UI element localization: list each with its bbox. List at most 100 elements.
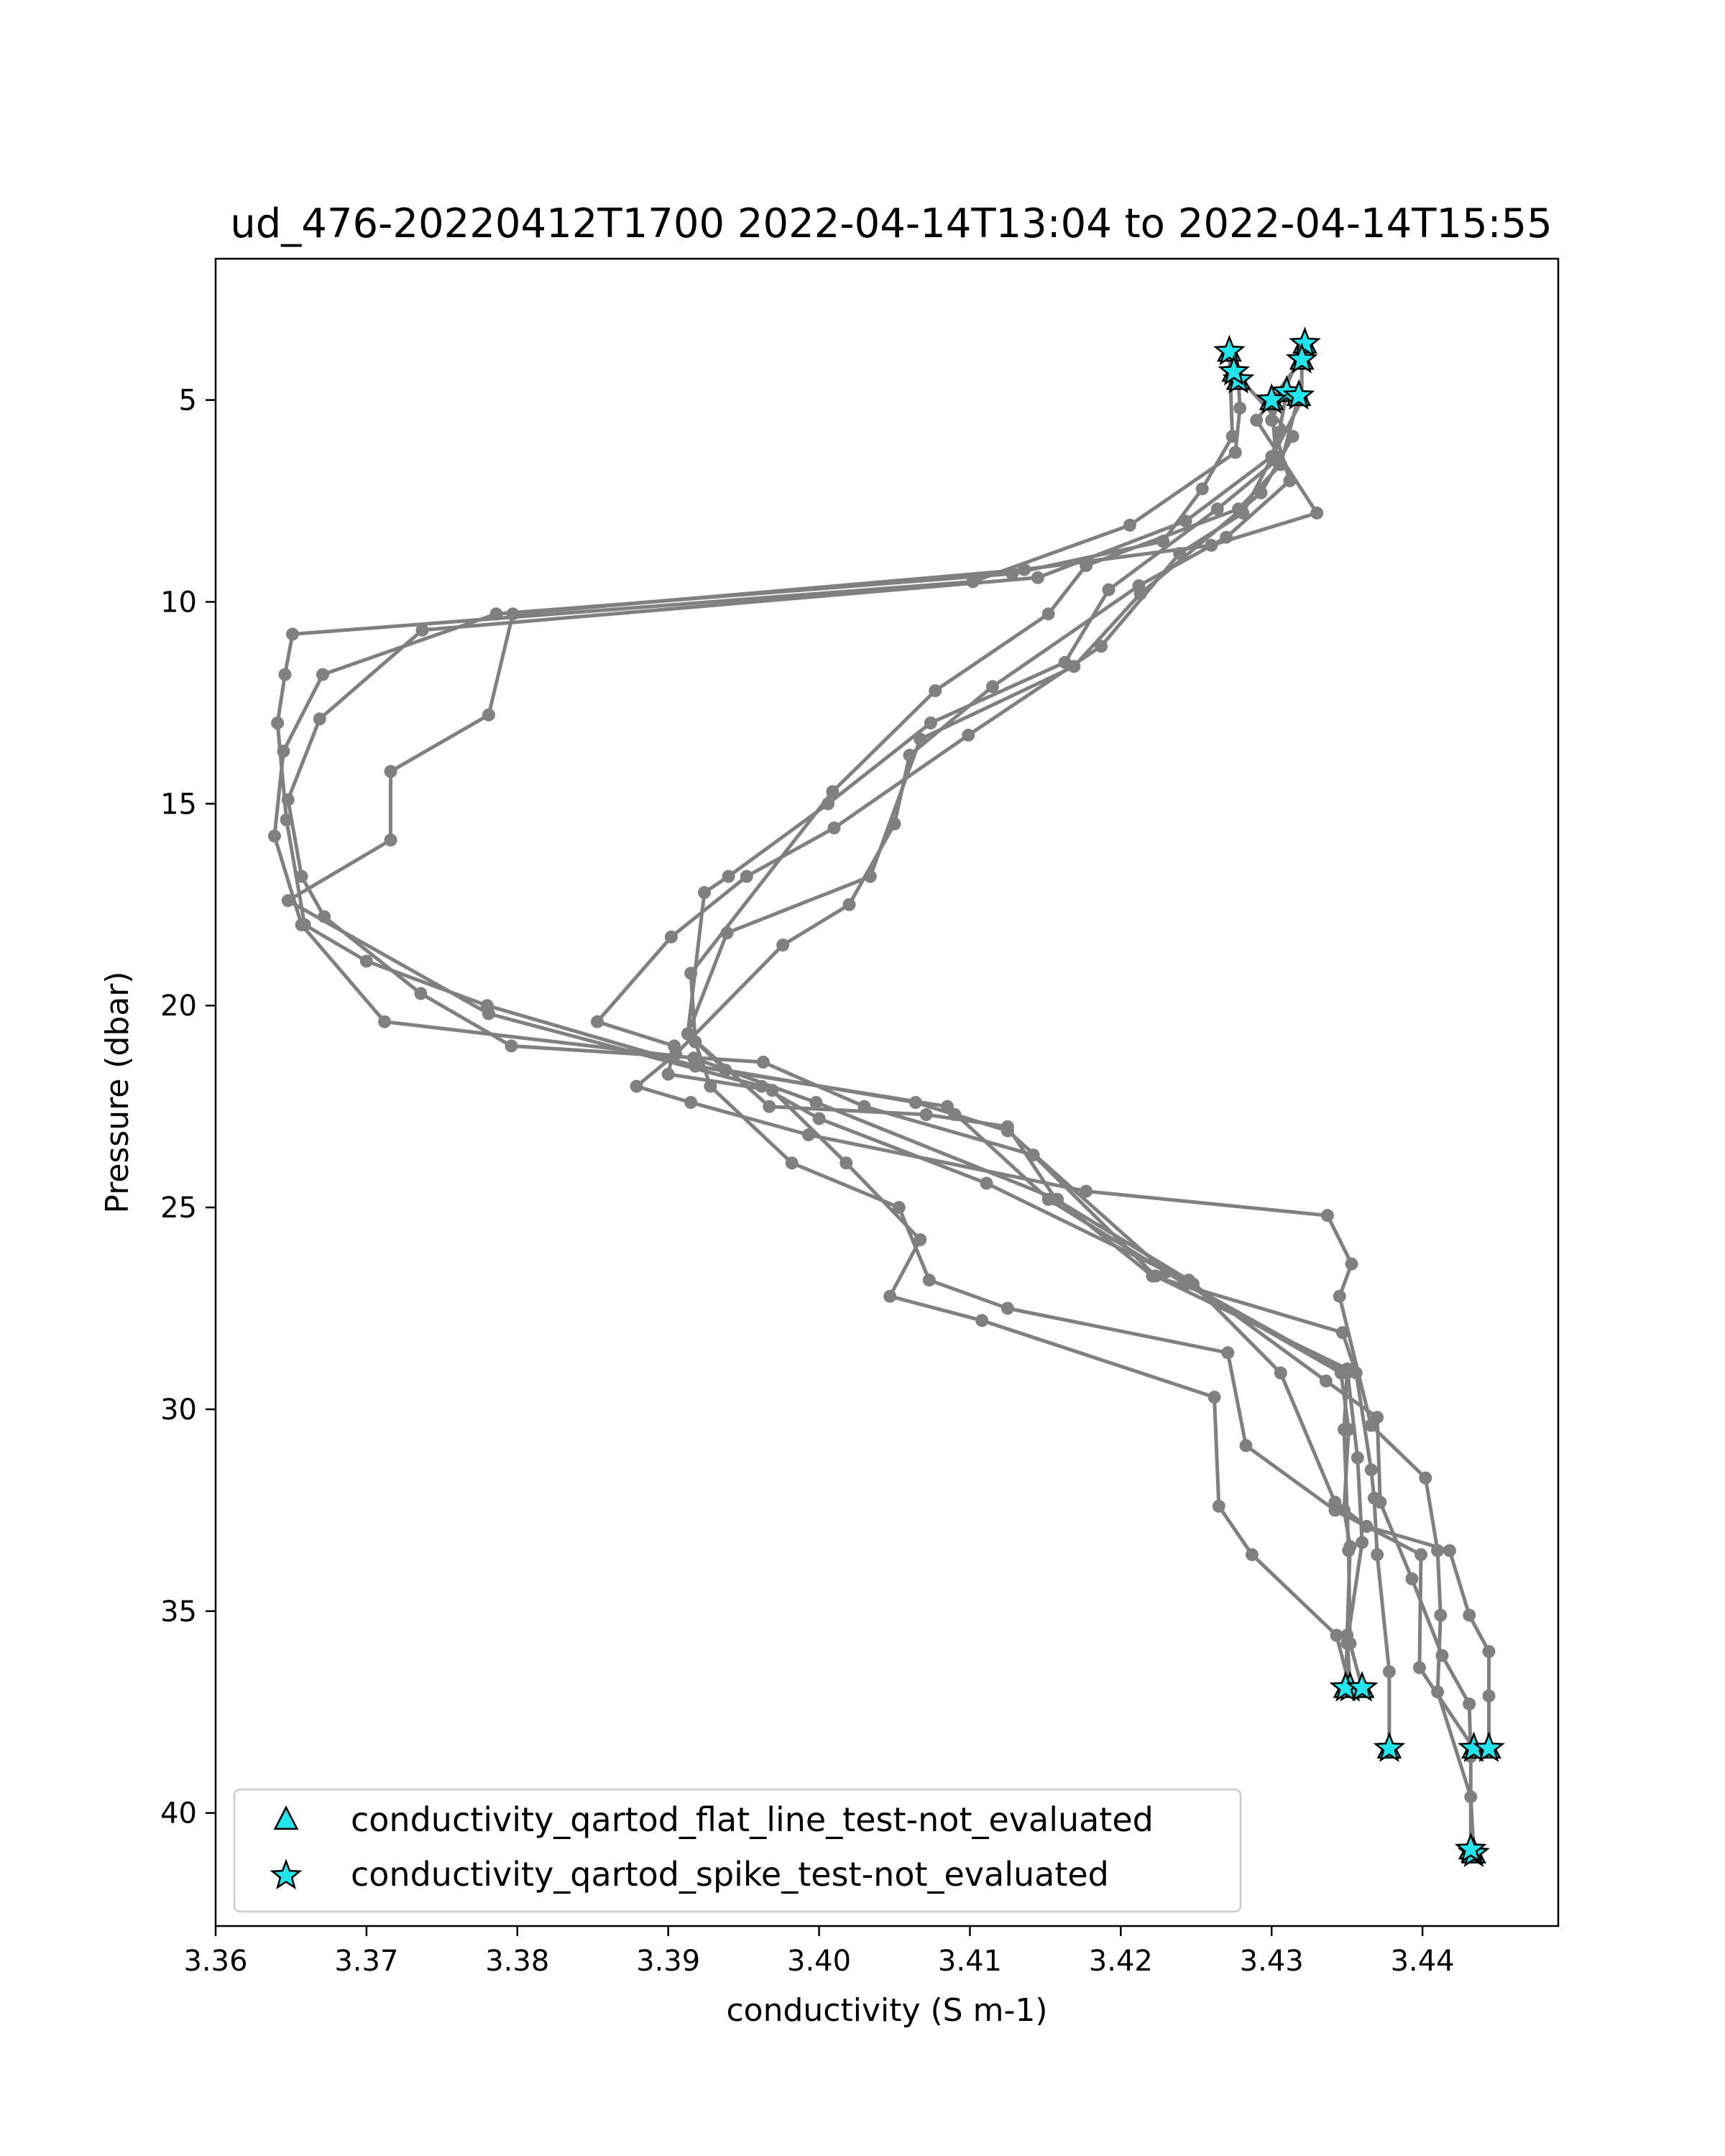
profile-line bbox=[689, 395, 1476, 1750]
profile-series bbox=[630, 337, 1481, 1860]
profile-point bbox=[975, 1314, 989, 1327]
profile-point bbox=[1195, 482, 1209, 496]
profile-point bbox=[313, 712, 326, 726]
profile-point bbox=[1080, 1184, 1093, 1198]
profile-point bbox=[267, 829, 281, 843]
profile-point bbox=[1187, 1277, 1200, 1291]
profile-point bbox=[664, 930, 678, 944]
profile-point bbox=[980, 1176, 993, 1190]
profile-point bbox=[1149, 1269, 1162, 1283]
profile-point bbox=[1179, 515, 1192, 528]
profile-point bbox=[414, 987, 428, 1000]
plot-background bbox=[216, 259, 1558, 1926]
profile-point bbox=[384, 765, 397, 778]
profile-point bbox=[1212, 1499, 1225, 1513]
profile-point bbox=[1463, 1608, 1476, 1622]
profile-point bbox=[1286, 430, 1300, 443]
profile-point bbox=[1000, 1302, 1014, 1315]
profile-point bbox=[1320, 1209, 1334, 1222]
profile-point bbox=[1095, 640, 1108, 653]
profile-point bbox=[1018, 563, 1031, 576]
profile-point bbox=[1245, 1548, 1259, 1562]
profile-point bbox=[883, 1289, 897, 1303]
profile-point bbox=[1338, 1423, 1351, 1437]
x-tick-label: 3.36 bbox=[183, 1945, 247, 1978]
profile-point bbox=[1041, 607, 1055, 621]
legend-triangle-shape bbox=[273, 1805, 299, 1830]
profile-point bbox=[785, 1156, 799, 1170]
y-tick-label: 25 bbox=[160, 1192, 197, 1225]
profile-point bbox=[922, 1273, 936, 1287]
profile-point bbox=[1239, 1439, 1253, 1452]
profile-line bbox=[686, 370, 1491, 1749]
profile-point bbox=[286, 627, 299, 641]
profile-point bbox=[962, 728, 975, 742]
profile-point bbox=[919, 1107, 933, 1121]
profile-point bbox=[281, 793, 295, 806]
x-tick-label: 3.39 bbox=[636, 1945, 700, 1978]
profile-point bbox=[1443, 1544, 1456, 1557]
profile-point bbox=[630, 1079, 643, 1093]
y-tick-label: 15 bbox=[160, 788, 197, 821]
profile-point bbox=[1310, 506, 1324, 520]
spike-marker bbox=[1473, 1731, 1505, 1762]
profile-point bbox=[888, 817, 901, 831]
profile-point bbox=[1345, 1257, 1358, 1271]
profile-point bbox=[720, 926, 734, 940]
profile-point bbox=[1330, 1628, 1343, 1642]
profile-point bbox=[1208, 1391, 1221, 1404]
plot-area bbox=[214, 257, 1560, 1927]
profile-point bbox=[1351, 1451, 1364, 1465]
x-axis-label: conductivity (S m-1) bbox=[726, 1992, 1047, 2029]
profile-point bbox=[684, 1096, 698, 1109]
profile-point bbox=[822, 797, 835, 811]
profile-point bbox=[1435, 1649, 1449, 1662]
profile-point bbox=[505, 1039, 518, 1053]
profile-point bbox=[840, 1156, 853, 1170]
profile-point bbox=[1210, 502, 1224, 516]
profile-point bbox=[1123, 518, 1136, 532]
legend-triangle-icon bbox=[273, 1805, 299, 1830]
profile-point bbox=[378, 1015, 392, 1028]
profile-point bbox=[295, 870, 308, 883]
spike-marker bbox=[1289, 326, 1321, 357]
legend-flat-line-label: conductivity_qartod_flat_line_test-not_e… bbox=[351, 1800, 1154, 1839]
profile-point bbox=[1434, 1608, 1448, 1622]
profile-point bbox=[1412, 1661, 1426, 1674]
profile-point bbox=[1356, 1536, 1369, 1549]
spike-marker bbox=[1255, 383, 1288, 414]
profile-point bbox=[1343, 1636, 1357, 1650]
profile-point bbox=[1000, 1120, 1014, 1133]
profile-point bbox=[1371, 1411, 1384, 1424]
profile-point bbox=[1233, 401, 1247, 415]
x-tick-label: 3.44 bbox=[1391, 1945, 1455, 1978]
flag-markers bbox=[1213, 326, 1505, 1867]
profile-point bbox=[591, 1015, 604, 1028]
y-tick-label: 40 bbox=[160, 1797, 197, 1830]
profile-point bbox=[1254, 486, 1268, 499]
legend-star-icon bbox=[270, 1858, 303, 1890]
profile-point bbox=[1414, 1548, 1427, 1562]
profile-point bbox=[1374, 1496, 1387, 1509]
profile-point bbox=[1405, 1572, 1419, 1585]
profile-point bbox=[1419, 1471, 1432, 1485]
profile-point bbox=[698, 885, 711, 899]
profile-point bbox=[1482, 1645, 1496, 1658]
x-tick-label: 3.37 bbox=[334, 1945, 398, 1978]
profile-point bbox=[1049, 1192, 1063, 1206]
profile-point bbox=[1482, 1689, 1496, 1703]
x-tick-label: 3.43 bbox=[1240, 1945, 1304, 1978]
profile-point bbox=[892, 1201, 906, 1215]
legend-star-shape bbox=[270, 1858, 303, 1890]
profile-point bbox=[415, 623, 429, 637]
profile-point bbox=[1228, 446, 1242, 459]
x-tick-label: 3.42 bbox=[1089, 1945, 1153, 1978]
spike-marker bbox=[1213, 334, 1246, 366]
legend: conductivity_qartod_flat_line_test-not_e… bbox=[233, 1788, 1242, 1913]
profile-point bbox=[482, 708, 495, 722]
x-tick-label: 3.41 bbox=[938, 1945, 1002, 1978]
profile-point bbox=[908, 1096, 922, 1109]
profile-point bbox=[1371, 1548, 1384, 1562]
profile-point bbox=[1360, 1519, 1374, 1533]
